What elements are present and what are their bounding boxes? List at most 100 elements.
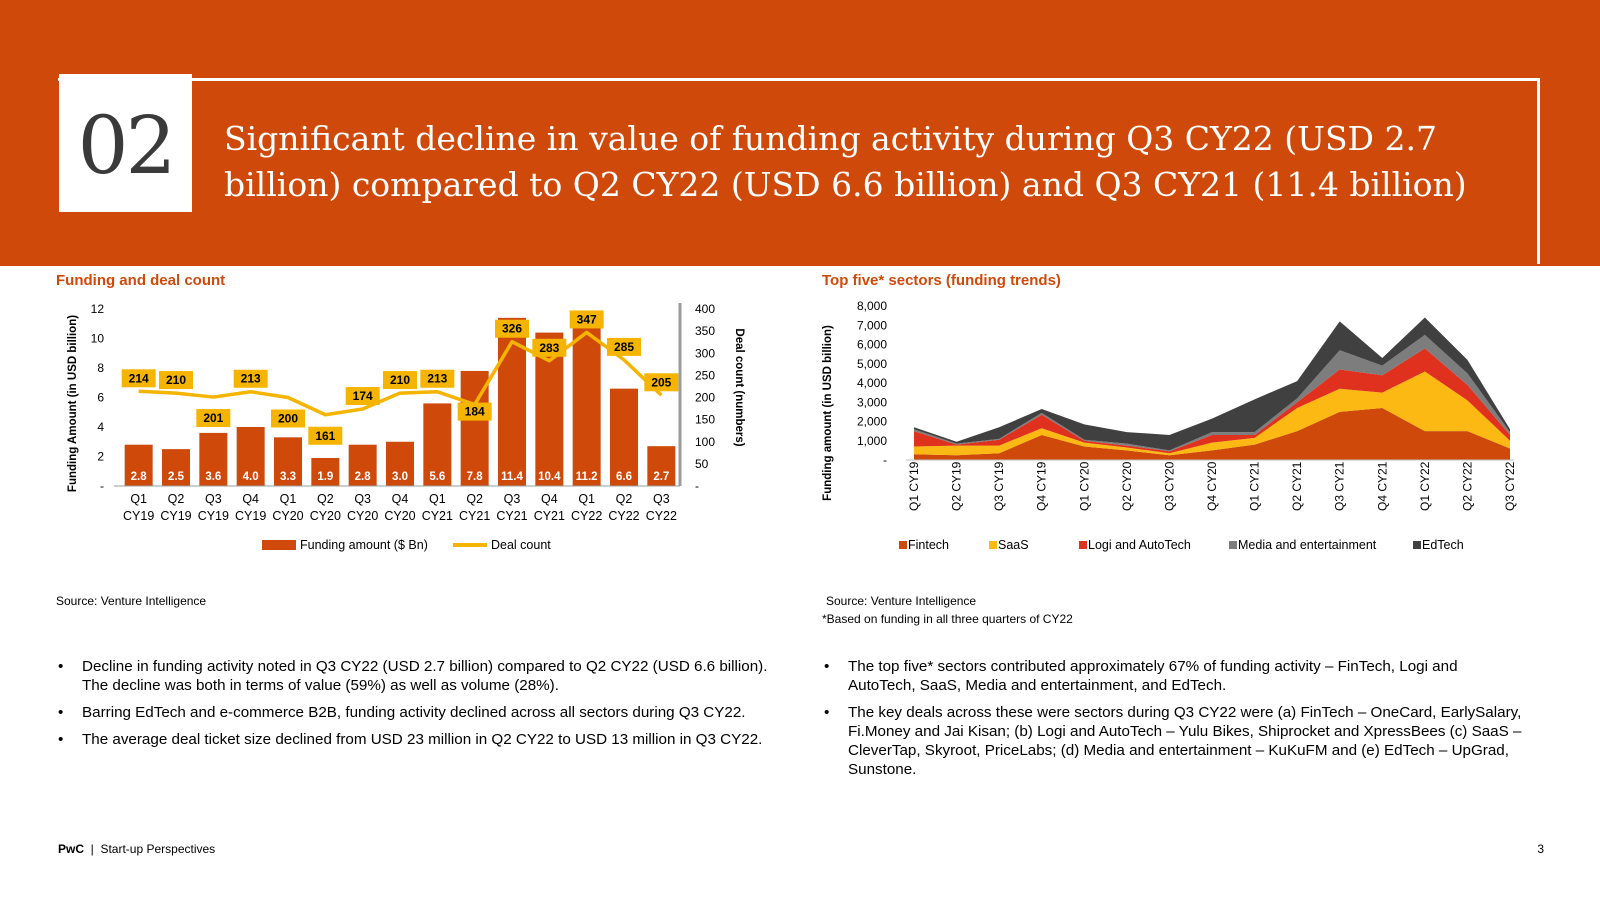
left-y-tick-label: 12 — [91, 302, 105, 316]
right-y-tick-label: 200 — [695, 391, 715, 405]
x-category-label: CY20 — [384, 509, 415, 523]
x-category-label: Q3 CY19 — [992, 461, 1006, 511]
funding-bar-value-label: 3.6 — [205, 471, 221, 483]
left-bullet: Barring EdTech and e-commerce B2B, fundi… — [56, 703, 776, 722]
x-category-label: Q1 — [429, 492, 446, 506]
left-chart-subtitle: Funding and deal count — [56, 272, 226, 289]
left-source: Source: Venture Intelligence — [56, 594, 207, 608]
deal-count-label: 326 — [502, 322, 522, 336]
funding-bar — [311, 457, 340, 486]
x-category-label: Q2 — [466, 492, 483, 506]
x-category-label: CY22 — [646, 509, 677, 523]
x-category-label: CY22 — [608, 509, 639, 523]
x-category-label: CY19 — [160, 509, 191, 523]
funding-deal-count-chart: - 2 4 6 8 10 12 - 50 100 150 200 250 300 350 400 Funding… — [67, 302, 745, 552]
left-y-tick-label: 6 — [97, 391, 104, 405]
legend-label: Logi and AutoTech — [1088, 538, 1191, 552]
sector-funding-trends-chart: - 1,000 2,000 3,000 4,000 5,000 6,000 7,000 8,00… — [822, 299, 1517, 552]
x-category-label: Q4 CY20 — [1205, 461, 1219, 511]
funding-bar-value-label: 3.0 — [392, 471, 408, 483]
legend-swatch — [1229, 541, 1237, 549]
deal-count-label: 205 — [651, 375, 671, 389]
header-banner — [0, 0, 1600, 266]
funding-bar — [124, 444, 153, 486]
deal-count-label: 184 — [465, 405, 485, 419]
funding-bar — [423, 403, 452, 486]
funding-bar — [610, 388, 638, 486]
deal-count-label-box — [495, 319, 529, 338]
footer-brand: PwC — [58, 842, 85, 856]
deal-count-label-box — [196, 409, 231, 428]
left-bullet: The average deal ticket size declined fr… — [56, 730, 776, 749]
right-y-tick-label: 350 — [695, 324, 715, 338]
x-category-label: Q3 — [354, 492, 371, 506]
right-bullet: The top five* sectors contributed approx… — [822, 657, 1522, 695]
funding-bar-value-label: 2.5 — [168, 471, 185, 483]
legend-swatch — [989, 541, 997, 549]
deal-count-label-box — [121, 369, 156, 388]
deal-count-label: 161 — [315, 429, 335, 443]
deal-count-label-box — [233, 369, 268, 388]
section-number: 02 — [77, 99, 177, 192]
x-category-label: Q4 — [242, 492, 259, 506]
page-number: 3 — [1537, 842, 1544, 856]
deal-count-label: 285 — [614, 340, 634, 354]
deal-count-label-box — [532, 338, 567, 357]
funding-bar — [199, 432, 228, 486]
funding-bar — [572, 320, 601, 486]
funding-bar-value-label: 11.4 — [501, 471, 523, 483]
legend-label: SaaS — [998, 538, 1029, 552]
funding-bar — [386, 441, 414, 486]
right-y-tick-label: 50 — [695, 457, 709, 471]
y-tick-label: 4,000 — [857, 376, 887, 390]
funding-bar — [647, 446, 676, 486]
x-category-label: Q4 — [392, 492, 409, 506]
right-chart-subtitle: Top five* sectors (funding trends) — [822, 272, 1061, 289]
y-tick-label: 8,000 — [857, 299, 887, 313]
legend-label: Media and entertainment — [1238, 538, 1377, 552]
x-category-label: Q3 CY22 — [1503, 461, 1517, 511]
x-category-label: CY21 — [422, 509, 453, 523]
x-category-label: CY20 — [347, 509, 378, 523]
deal-count-label-box — [383, 371, 417, 390]
x-category-label: Q2 — [616, 492, 633, 506]
x-category-label: Q2 — [168, 492, 185, 506]
funding-bar-value-label: 6.6 — [616, 471, 632, 483]
legend-swatch — [1413, 541, 1421, 549]
x-category-label: Q1 CY20 — [1077, 461, 1091, 511]
deal-count-label-box — [457, 402, 492, 421]
x-category-label: Q1 — [578, 492, 595, 506]
legend-swatch — [1079, 541, 1087, 549]
funding-bar — [274, 437, 302, 486]
legend-label: Fintech — [908, 538, 949, 552]
funding-bar-value-label: 2.8 — [131, 471, 148, 483]
section-number-box: 02 — [59, 74, 192, 212]
slide-headline: Significant decline in value of funding … — [224, 119, 1467, 204]
y-tick-label: 3,000 — [857, 395, 887, 409]
x-category-label: Q3 CY21 — [1333, 461, 1347, 511]
area-series-saas — [914, 371, 1510, 456]
area-series-media-and-entertainment — [914, 334, 1510, 452]
x-category-label: Q2 CY20 — [1120, 461, 1134, 511]
right-y-axis-title: Deal count (numbers) — [733, 328, 745, 446]
footer-separator: | — [84, 842, 101, 856]
footer: PwC | Start-up Perspectives — [58, 842, 215, 856]
deal-count-line — [138, 330, 663, 417]
deal-count-label-box — [345, 387, 380, 406]
legend-label: EdTech — [1422, 538, 1464, 552]
y-tick-label: 6,000 — [857, 338, 887, 352]
legend-label-funding: Funding amount ($ Bn) — [300, 538, 428, 552]
right-bullet-list: The top five* sectors contributed approx… — [822, 657, 1522, 787]
deal-count-label-box — [271, 409, 305, 428]
deal-count-label: 347 — [577, 312, 597, 326]
funding-bar-value-label: 11.2 — [576, 471, 598, 483]
x-category-label: Q3 CY20 — [1162, 461, 1176, 511]
left-y-axis-title: Funding Amount (in USD billion) — [67, 315, 79, 492]
deal-count-label-box — [159, 371, 193, 390]
left-y-tick-label: 8 — [97, 361, 104, 375]
deal-count-label-box — [644, 373, 679, 392]
funding-bar-value-label: 1.9 — [317, 471, 333, 483]
y-tick-label: 7,000 — [857, 318, 887, 332]
funding-bar-value-label: 2.8 — [355, 471, 372, 483]
right-source: Source: Venture Intelligence — [826, 594, 977, 608]
